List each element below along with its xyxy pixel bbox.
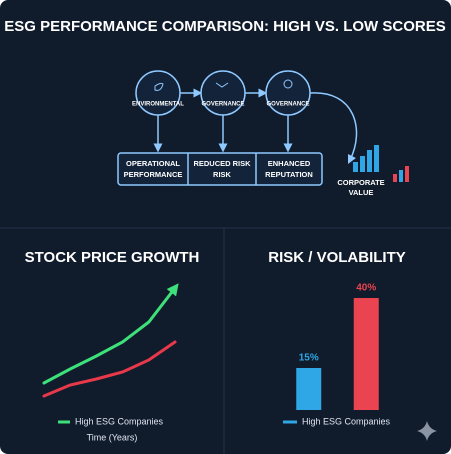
value-label: 15%: [299, 353, 319, 364]
box-label: PERFORMANCE: [124, 170, 183, 179]
line-series: [42, 283, 179, 385]
chart-title: RISK / VOLABILITY: [268, 249, 406, 266]
bar: [296, 368, 322, 410]
line-series: [42, 340, 177, 398]
node-label: GOVERNANCE: [201, 102, 244, 108]
chart-title: STOCK PRICE GROWTH: [25, 249, 200, 266]
box-label: RISK: [213, 170, 232, 179]
box-label: ENHANCED: [268, 159, 311, 168]
box-label: REPUTATION: [265, 170, 313, 179]
value-icon: [353, 145, 409, 182]
x-axis-label: Time (Years): [87, 432, 138, 442]
bar: [353, 298, 379, 410]
legend-label: High ESG Companies: [302, 416, 391, 426]
node-label: ENVIRONMENTAL: [132, 102, 184, 108]
outcome-label: CORPORATE: [337, 178, 384, 187]
sparkle-icon: [417, 421, 437, 441]
value-label: 40%: [356, 283, 376, 294]
outcome-label: VALUE: [349, 188, 374, 197]
page-title: ESG PERFORMANCE COMPARISON: HIGH VS. LOW…: [4, 18, 445, 35]
node-label: GOVERNANCE: [266, 102, 309, 108]
diagram: [117, 70, 358, 186]
box-label: REDUCED RISK: [193, 159, 251, 168]
box-label: OPERATIONAL: [126, 159, 180, 168]
legend-label: High ESG Companies: [75, 416, 164, 426]
